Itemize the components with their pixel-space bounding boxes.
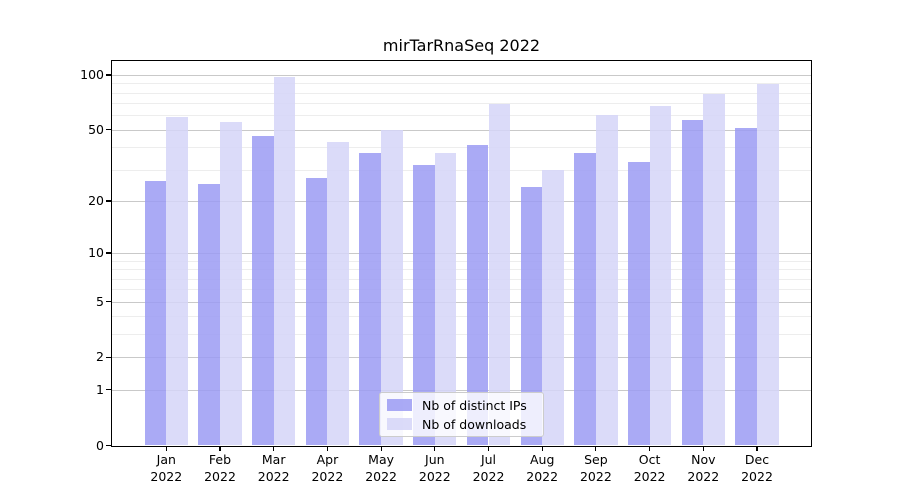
y-tick-label-50: 50 [88, 121, 104, 137]
bar-distinct-ips-feb [198, 183, 220, 446]
x-tick-label-dec: Dec 2022 [741, 452, 773, 484]
gridline-major-20 [112, 201, 811, 203]
y-tick-10 [106, 252, 111, 254]
x-tick-mar [273, 445, 275, 451]
bar-distinct-ips-dec [735, 128, 757, 446]
bar-downloads-nov [703, 93, 725, 446]
plot-area: 100 50 20 10 5 2 1 0 Jan 2022 Feb 2022 Mar 2022 Ap… [80, 60, 812, 484]
y-tick-label-0: 0 [96, 437, 104, 453]
x-tick-label-may: May 2022 [365, 452, 397, 484]
y-tick-2 [106, 356, 111, 358]
gridline-minor-90 [112, 83, 811, 85]
bar-distinct-ips-sep [574, 153, 596, 446]
bar-distinct-ips-mar [252, 136, 274, 446]
x-tick-nov [702, 445, 704, 451]
x-tick-aug [541, 445, 543, 451]
chart-title: mirTarRnaSeq 2022 [382, 36, 541, 55]
bar-distinct-ips-jun [413, 164, 435, 446]
y-tick-label-1: 1 [96, 381, 104, 397]
x-tick-label-sep: Sep 2022 [579, 452, 612, 484]
gridline-minor-3 [112, 334, 811, 336]
bar-distinct-ips-oct [627, 162, 650, 446]
x-tick-label-feb: Feb 2022 [204, 452, 236, 484]
y-tick-1 [106, 389, 111, 391]
gridline-minor-4 [112, 316, 811, 318]
gridline-minor-70 [112, 103, 811, 105]
legend-swatch-downloads [387, 418, 412, 430]
bar-distinct-ips-jan [144, 180, 167, 446]
x-tick-sep [595, 445, 597, 451]
bar-downloads-apr [327, 141, 350, 446]
gridline-minor-7 [112, 278, 811, 280]
y-tick-label-100: 100 [80, 66, 104, 82]
y-tick-label-10: 10 [88, 244, 104, 260]
bar-distinct-ips-jul [466, 145, 489, 446]
x-tick-label-jun: Jun 2022 [418, 452, 451, 484]
gridline-minor-8 [112, 269, 811, 271]
bar-downloads-jun [434, 153, 457, 446]
legend-swatch-distinct-ips [387, 399, 412, 411]
x-tick-label-apr: Apr 2022 [311, 452, 344, 484]
bar-downloads-sep [595, 115, 618, 446]
legend-row-distinct-ips: Nb of distinct IPs [387, 398, 535, 413]
bar-downloads-feb [220, 122, 242, 446]
x-tick-may [380, 445, 382, 451]
gridline-minor-30 [112, 169, 811, 171]
x-tick-label-nov: Nov 2022 [687, 452, 720, 484]
gridline-major-2 [112, 357, 811, 359]
bar-distinct-ips-may [359, 153, 382, 446]
x-tick-feb [219, 445, 221, 451]
gridline-major-50 [112, 129, 811, 131]
y-tick-50 [106, 129, 111, 131]
bar-downloads-mar [273, 77, 296, 446]
x-tick-dec [756, 445, 758, 451]
legend: Nb of distinct IPs Nb of downloads [379, 392, 544, 437]
x-tick-label-jul: Jul 2022 [472, 452, 505, 484]
gridline-minor-9 [112, 260, 811, 262]
bar-downloads-aug [542, 169, 564, 446]
y-tick-100 [106, 74, 111, 76]
x-tick-label-aug: Aug 2022 [526, 452, 559, 484]
x-tick-jan [165, 445, 167, 451]
y-tick-label-20: 20 [88, 193, 104, 209]
gridline-minor-60 [112, 115, 811, 117]
bar-downloads-dec [757, 84, 779, 446]
x-tick-apr [326, 445, 328, 451]
x-tick-label-oct: Oct 2022 [633, 452, 666, 484]
x-tick-label-jan: Jan 2022 [150, 452, 183, 484]
legend-row-downloads: Nb of downloads [387, 417, 535, 432]
bar-downloads-may [381, 129, 403, 446]
y-tick-label-5: 5 [96, 293, 104, 309]
gridline-major-1 [112, 389, 811, 391]
gridline-minor-80 [112, 92, 811, 94]
gridline-major-100 [112, 74, 811, 76]
x-tick-label-mar: Mar 2022 [257, 452, 290, 484]
gridline-major-10 [112, 252, 811, 254]
gridline-minor-6 [112, 289, 811, 291]
bar-downloads-jan [166, 116, 188, 446]
bar-distinct-ips-apr [305, 177, 328, 446]
y-tick-label-2: 2 [96, 349, 104, 365]
bar-distinct-ips-aug [520, 187, 543, 446]
y-tick-5 [106, 301, 111, 303]
legend-label-downloads: Nb of downloads [422, 416, 527, 432]
x-tick-jul [487, 445, 490, 451]
y-tick-0 [106, 444, 111, 447]
gridline-minor-40 [112, 147, 811, 149]
gridline-major-5 [112, 301, 811, 303]
bar-downloads-jul [488, 104, 511, 446]
legend-label-distinct-ips: Nb of distinct IPs [422, 397, 527, 413]
x-tick-oct [649, 445, 651, 451]
y-tick-20 [106, 200, 111, 202]
bar-downloads-oct [649, 105, 672, 446]
x-tick-jun [434, 445, 436, 451]
bar-distinct-ips-nov [681, 119, 704, 446]
